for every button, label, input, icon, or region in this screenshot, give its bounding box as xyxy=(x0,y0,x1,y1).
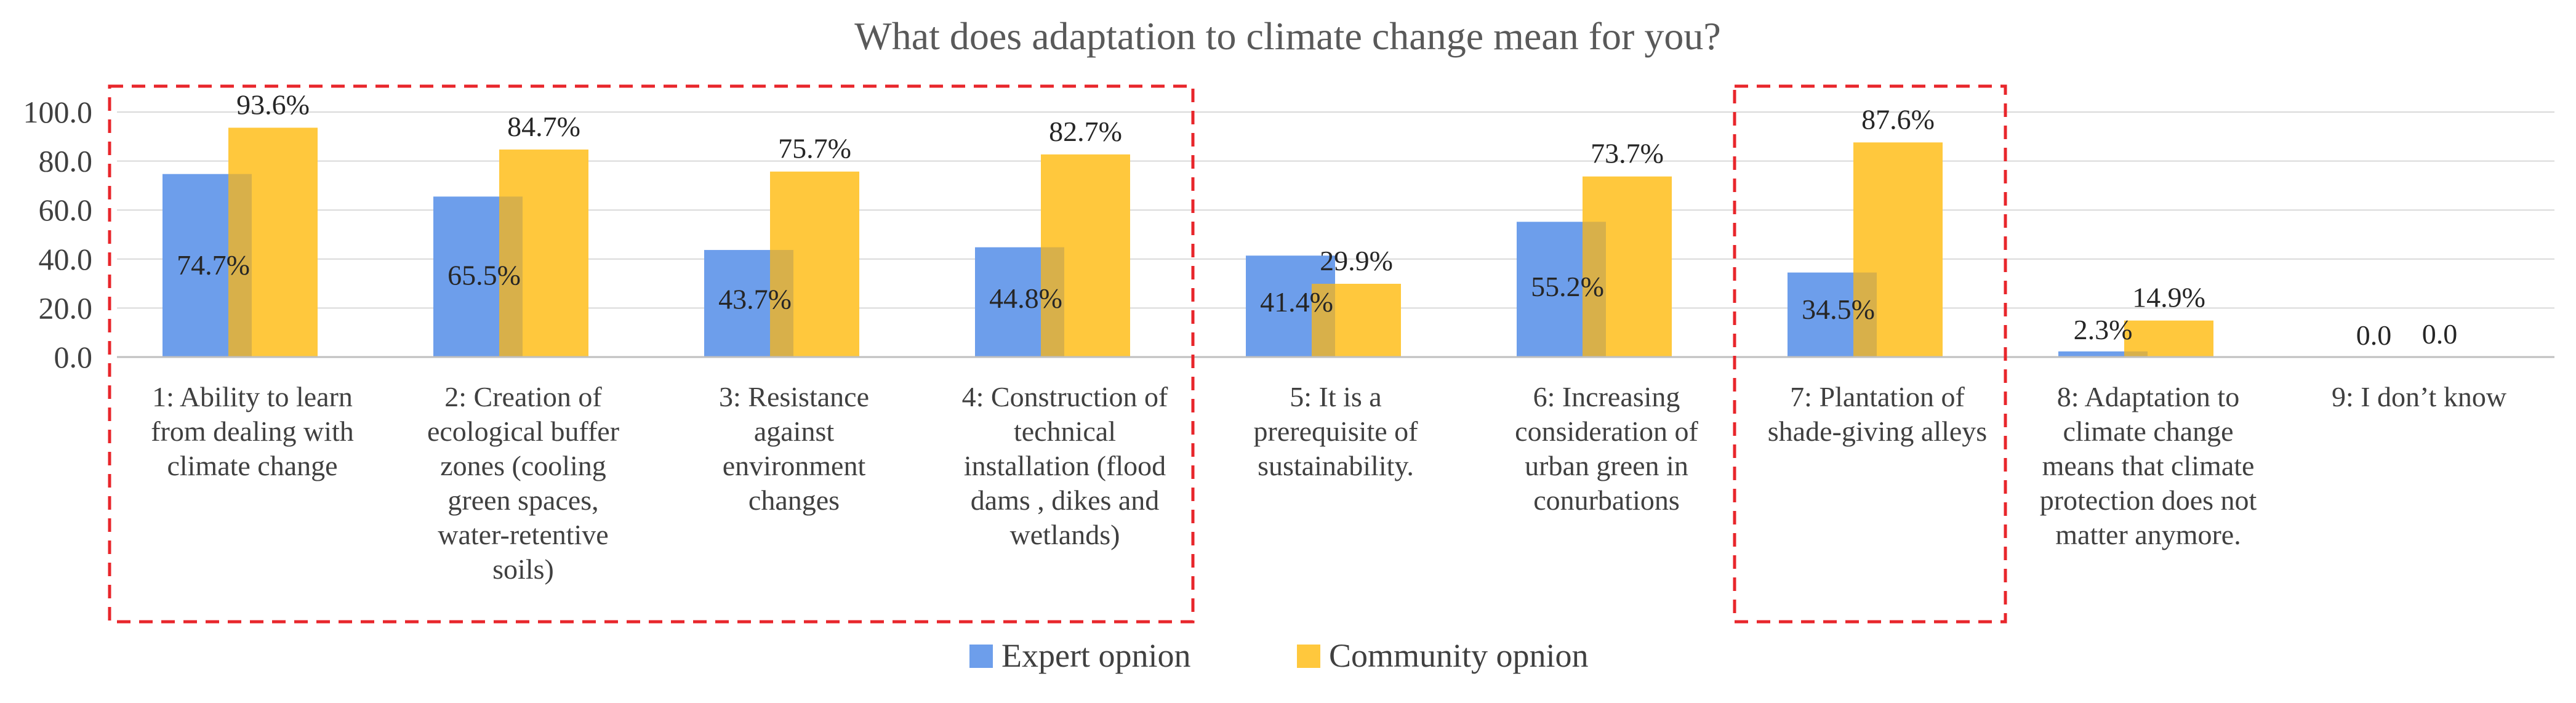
highlight-box xyxy=(1733,84,2007,624)
bar-overlap xyxy=(1583,222,1606,357)
category-label-line: 3: Resistance xyxy=(719,381,869,412)
y-axis-ticks: 0.0 20.0 40.0 60.0 80.0 100.0 xyxy=(23,95,93,374)
y-tick-label: 60.0 xyxy=(39,193,93,227)
category-label: 1: Ability to learn from dealing with clim… xyxy=(151,381,354,481)
category-label-line: 7: Plantation of xyxy=(1790,381,1965,412)
category-label-line: 9: I don’t know xyxy=(2332,381,2507,412)
category-label-line: dams , dikes and xyxy=(971,484,1160,516)
y-tick-label: 40.0 xyxy=(39,242,93,276)
category-label-line: climate change xyxy=(167,450,337,481)
data-label-expert: 0.0 xyxy=(2356,319,2392,351)
category-label-line: conurbations xyxy=(1533,484,1680,516)
chart-title: What does adaptation to climate change m… xyxy=(854,14,1720,58)
category-label-line: changes xyxy=(748,484,840,516)
bar-overlap xyxy=(1041,247,1064,357)
category-label-line: 8: Adaptation to xyxy=(2057,381,2239,412)
y-tick-label: 20.0 xyxy=(39,291,93,325)
data-label-expert: 74.7% xyxy=(177,249,250,281)
data-label-expert: 41.4% xyxy=(1260,286,1333,318)
data-label-community: 75.7% xyxy=(778,133,851,164)
category-label-line: green spaces, xyxy=(447,484,598,516)
data-label-expert: 44.8% xyxy=(989,283,1062,314)
category-label-line: against xyxy=(754,416,835,447)
category-label-line: 1: Ability to learn xyxy=(152,381,353,412)
data-label-community: 82.7% xyxy=(1049,116,1122,147)
category-label-line: prerequisite of xyxy=(1254,416,1419,447)
category-label-line: water-retentive xyxy=(438,519,608,550)
category-label-line: 4: Construction of xyxy=(962,381,1168,412)
highlight-boxes xyxy=(108,84,2007,624)
highlight-box xyxy=(108,84,1195,624)
category-label-line: technical xyxy=(1014,416,1116,447)
category-label: 9: I don’t know xyxy=(2332,381,2507,412)
category-label-line: protection does not xyxy=(2040,484,2257,516)
category-label-line: sustainability. xyxy=(1258,450,1414,481)
category-label-line: shade-giving alleys xyxy=(1768,416,1987,447)
category-label-line: consideration of xyxy=(1515,416,1698,447)
data-label-expert: 34.5% xyxy=(1802,294,1875,325)
data-label-expert: 55.2% xyxy=(1531,271,1604,302)
category-label: 8: Adaptation to climate change means that… xyxy=(2040,381,2257,550)
data-label-community: 0.0 xyxy=(2422,318,2458,350)
bar-overlap xyxy=(228,174,252,357)
category-label-line: climate change xyxy=(2063,416,2233,447)
category-label-line: 5: It is a xyxy=(1290,381,1381,412)
category-label-line: soils) xyxy=(492,553,554,585)
category-label-line: urban green in xyxy=(1525,450,1688,481)
bar-community xyxy=(2124,320,2213,357)
data-label-expert: 2.3% xyxy=(2074,314,2133,345)
category-labels: 1: Ability to learn from dealing with clim… xyxy=(151,381,2507,585)
bar-expert xyxy=(2058,351,2148,357)
data-label-expert: 43.7% xyxy=(718,284,792,315)
bar-overlap xyxy=(1312,283,1335,357)
legend-swatch-community xyxy=(1297,645,1320,668)
category-label-line: wetlands) xyxy=(1010,519,1120,550)
data-label-community: 14.9% xyxy=(2132,282,2205,313)
category-label-line: 6: Increasing xyxy=(1533,381,1680,412)
bars xyxy=(163,127,2213,358)
legend-label-community: Community opnion xyxy=(1329,637,1589,674)
legend: Expert opnion Community opnion xyxy=(969,637,1589,674)
data-label-community: 73.7% xyxy=(1591,138,1664,169)
category-label-line: 2: Creation of xyxy=(444,381,602,412)
category-label: 4: Construction of technical installation … xyxy=(962,381,1168,550)
data-label-community: 87.6% xyxy=(1861,103,1935,135)
bar-overlap xyxy=(499,196,523,357)
category-label-line: ecological buffer xyxy=(427,416,619,447)
category-label: 7: Plantation of shade-giving alleys xyxy=(1768,381,1987,447)
data-labels: 74.7% 93.6% 65.5% 84.7% 43.7% 75.7% 44.8% 82.7%… xyxy=(177,89,2457,351)
data-label-community: 84.7% xyxy=(507,111,580,142)
legend-swatch-expert xyxy=(969,645,993,668)
bar-overlap xyxy=(2124,351,2148,357)
category-label-line: from dealing with xyxy=(151,416,354,447)
category-label: 3: Resistance against environment changes xyxy=(719,381,869,516)
category-label-line: installation (flood xyxy=(964,450,1166,481)
data-label-expert: 65.5% xyxy=(447,260,521,291)
category-label-line: matter anymore. xyxy=(2055,519,2241,550)
legend-label-expert: Expert opnion xyxy=(1001,637,1190,674)
y-tick-label: 100.0 xyxy=(23,95,93,129)
category-label-line: means that climate xyxy=(2042,450,2255,481)
category-label: 6: Increasing consideration of urban green… xyxy=(1515,381,1698,516)
y-tick-label: 0.0 xyxy=(54,340,93,374)
category-label: 5: It is a prerequisite of sustainability. xyxy=(1254,381,1419,481)
data-label-community: 93.6% xyxy=(236,89,310,120)
y-tick-label: 80.0 xyxy=(39,144,93,179)
category-label-line: zones (cooling xyxy=(440,450,606,481)
data-label-community: 29.9% xyxy=(1320,245,1393,276)
category-label-line: environment xyxy=(723,450,866,481)
category-label: 2: Creation of ecological buffer zones (co… xyxy=(427,381,619,585)
bar-overlap xyxy=(1853,272,1877,357)
bar-overlap xyxy=(770,250,793,357)
